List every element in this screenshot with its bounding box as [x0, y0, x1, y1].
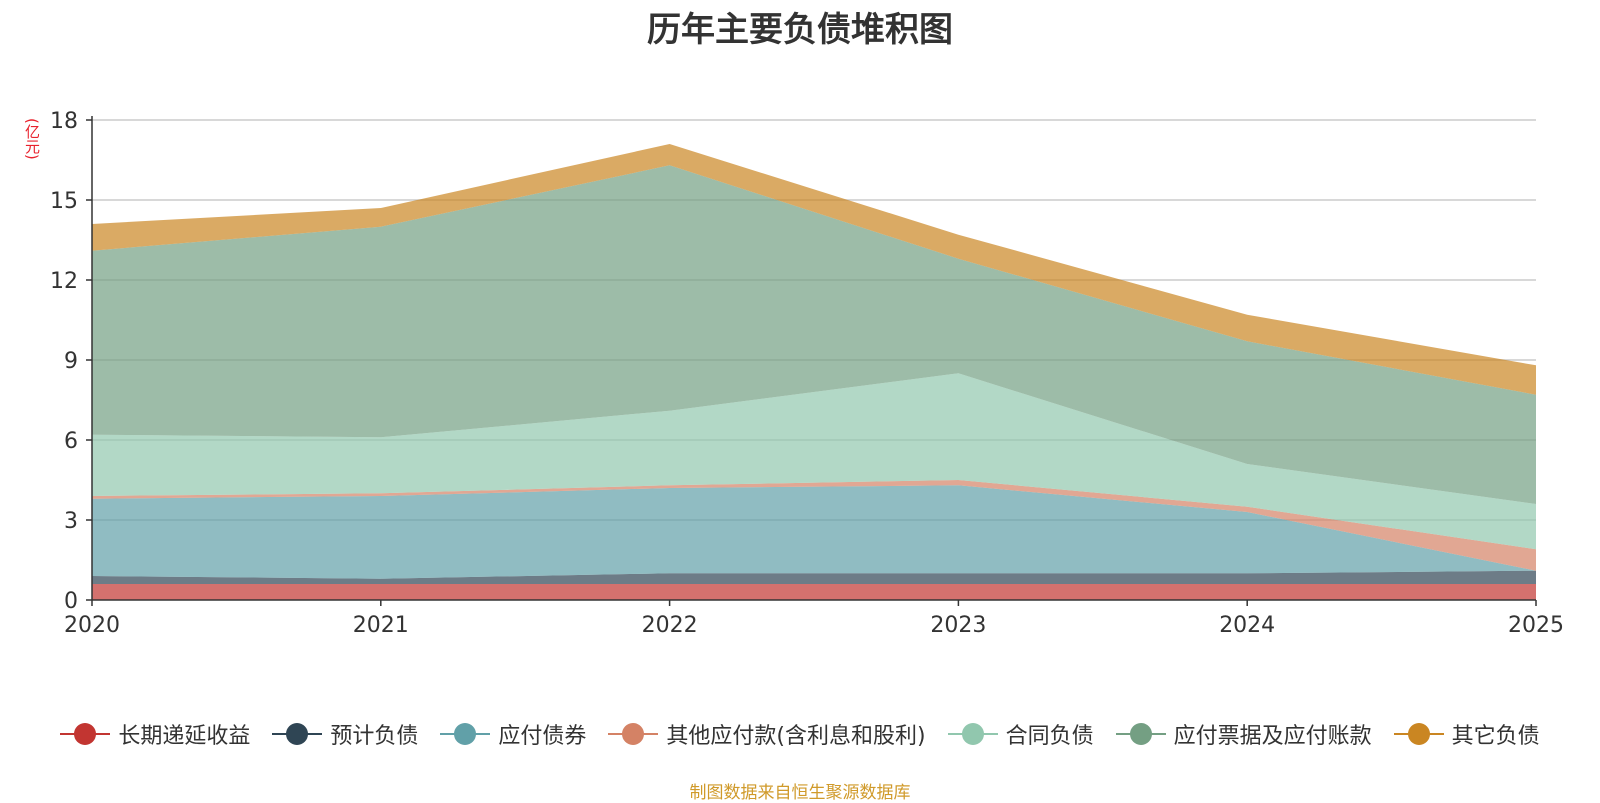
area-series-5	[92, 165, 1536, 505]
y-tick-label: 3	[64, 509, 78, 534]
y-tick-label: 18	[50, 109, 78, 134]
legend-item-2[interactable]: 应付债券	[440, 718, 586, 750]
y-tick-label: 0	[64, 589, 78, 614]
axes: 0 3 6 9 12 15 18 2020 2021 2022 2023 2024 2025	[50, 109, 1564, 638]
chart-title: 历年主要负债堆积图	[647, 10, 953, 50]
x-tick-label: 2024	[1219, 613, 1275, 638]
legend-label: 预计负债	[330, 724, 419, 749]
legend-label: 长期递延收益	[118, 724, 251, 749]
legend-marker-icon	[947, 721, 998, 747]
legend-item-4[interactable]: 合同负债	[947, 718, 1094, 750]
legend-item-5[interactable]: 应付票据及应付账款	[1115, 718, 1372, 750]
area-series-0	[92, 584, 1536, 600]
area-series-3	[92, 480, 1536, 571]
legend-marker-icon	[1393, 721, 1444, 747]
y-tick-label: 15	[50, 189, 78, 214]
y-tick-label: 6	[64, 429, 78, 454]
area-series-6	[92, 144, 1536, 395]
y-axis-unit-label: (亿元)	[23, 118, 41, 160]
x-tick-label: 2022	[642, 613, 698, 638]
legend: 长期递延收益 预计负债 应付债券 其他应付款(含利息和股利) 合同负债 应付票据及应付账款…	[0, 718, 1600, 750]
legend-item-0[interactable]: 长期递延收益	[60, 718, 250, 750]
chart-plot: 0 3 6 9 12 15 18 2020 2021 2022 2023 2024 2025	[50, 109, 1564, 638]
legend-item-1[interactable]: 预计负债	[272, 718, 418, 750]
legend-label: 其它负债	[1451, 724, 1540, 749]
legend-marker-icon	[1115, 721, 1166, 747]
legend-marker-icon	[272, 721, 323, 747]
x-tick-label: 2025	[1508, 613, 1564, 638]
x-tick-label: 2020	[64, 613, 120, 638]
legend-marker-icon	[608, 721, 659, 747]
legend-item-6[interactable]: 其它负债	[1393, 718, 1540, 750]
x-tick-label: 2023	[930, 613, 986, 638]
legend-label: 其他应付款(含利息和股利)	[666, 724, 926, 749]
legend-marker-icon	[440, 721, 491, 747]
x-tick-label: 2021	[353, 613, 409, 638]
legend-label: 应付票据及应付账款	[1173, 724, 1372, 749]
area-series-layer	[92, 144, 1536, 600]
legend-label: 合同负债	[1005, 724, 1094, 749]
legend-item-3[interactable]: 其他应付款(含利息和股利)	[608, 718, 926, 750]
y-tick-label: 9	[64, 349, 78, 374]
legend-marker-icon	[60, 721, 111, 747]
area-series-1	[92, 570, 1536, 584]
data-source-note: 制图数据来自恒生聚源数据库	[689, 783, 911, 803]
area-series-4	[92, 373, 1536, 550]
area-series-2	[92, 485, 1536, 579]
y-tick-label: 12	[50, 269, 78, 294]
legend-label: 应付债券	[498, 724, 587, 749]
